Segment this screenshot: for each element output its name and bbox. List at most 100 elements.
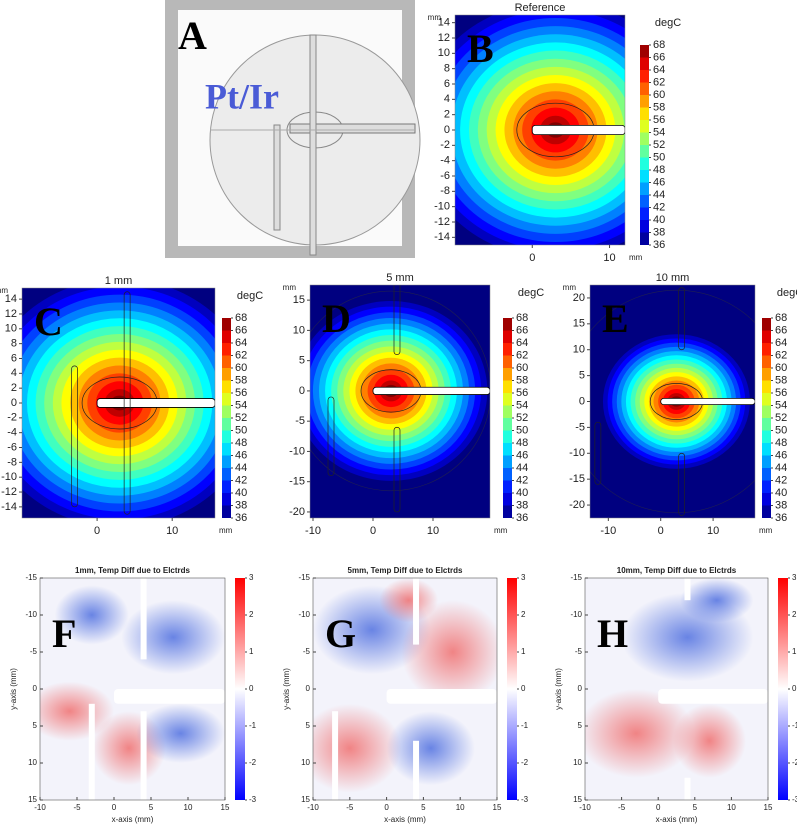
- colorbar-title: degC: [518, 287, 544, 299]
- y-unit: mm: [563, 283, 577, 292]
- contour-field: [310, 285, 490, 518]
- colorbar-segment: [640, 45, 649, 58]
- y-tick-label: 14: [438, 17, 450, 29]
- y-tick-label: 10: [573, 344, 585, 356]
- x-tick-label: 5: [149, 803, 154, 812]
- y-tick-label: 0: [299, 385, 305, 397]
- colorbar-label: 68: [775, 312, 787, 324]
- y-tick-label: -6: [7, 441, 17, 453]
- colorbar-segment: [762, 430, 771, 443]
- y-tick-label: 15: [301, 795, 310, 804]
- x-tick-label: -10: [305, 525, 321, 537]
- difference-region: [40, 681, 114, 741]
- colorbar-label: 58: [775, 374, 787, 386]
- colorbar-segment: [762, 480, 771, 493]
- panel-title: 5 mm: [386, 272, 414, 284]
- y-tick-label: -4: [7, 427, 17, 439]
- colorbar-segment: [762, 418, 771, 431]
- colorbar-title: degC: [655, 17, 681, 29]
- y-tick-label: 5: [578, 721, 583, 730]
- y-tick-label: 6: [11, 352, 17, 364]
- colorbar-label: 68: [516, 312, 528, 324]
- colorbar-label: 36: [653, 239, 665, 251]
- probe-void: [658, 689, 768, 704]
- colorbar-label: 58: [235, 374, 247, 386]
- colorbar-label: 52: [775, 412, 787, 424]
- colorbar-segment: [762, 355, 771, 368]
- difference-panel: 10mm, Temp Diff due to Elctrds x-axis (mm…: [554, 566, 797, 824]
- difference-panel: 5mm, Temp Diff due to Elctrds x-axis (mm)…: [282, 566, 529, 824]
- colorbar-label: -3: [249, 795, 257, 804]
- panel-letter: G: [325, 611, 356, 656]
- electrode-void: [413, 578, 420, 645]
- colorbar-segment: [503, 318, 512, 331]
- colorbar-label: 0: [249, 684, 254, 693]
- colorbar-label: -1: [249, 721, 257, 730]
- y-tick-label: -5: [575, 647, 583, 656]
- colorbar-segment: [640, 120, 649, 133]
- difference-region: [54, 585, 129, 645]
- colorbar-label: 1: [792, 647, 797, 656]
- y-tick-label: 0: [444, 124, 450, 136]
- colorbar-segment: [222, 493, 231, 506]
- colorbar-label: 54: [775, 399, 787, 411]
- x-tick-label: 10: [603, 252, 615, 264]
- colorbar-label: 56: [235, 387, 247, 399]
- probe: [660, 397, 755, 406]
- colorbar-segment: [762, 443, 771, 456]
- difference-field: [313, 578, 497, 800]
- y-tick-label: 12: [5, 308, 17, 320]
- y-tick-label: -10: [569, 447, 585, 459]
- panel-letter: F: [52, 611, 76, 656]
- y-tick-label: -5: [303, 647, 311, 656]
- difference-field: [585, 578, 768, 800]
- colorbar-segment: [762, 493, 771, 506]
- sphere-outline: [590, 289, 755, 514]
- y-tick-label: -15: [25, 573, 37, 582]
- electrode-void: [140, 578, 147, 660]
- panel-title: 5mm, Temp Diff due to Elctrds: [348, 566, 464, 575]
- electrode-void: [684, 777, 691, 800]
- colorbar-label: 62: [235, 349, 247, 361]
- colorbar-segment: [222, 443, 231, 456]
- contour-field: [590, 285, 755, 518]
- difference-region: [585, 689, 695, 778]
- plot-frame: [309, 284, 491, 519]
- colorbar: [778, 578, 788, 800]
- y-tick-label: 2: [444, 109, 450, 121]
- colorbar-label: -2: [792, 758, 797, 767]
- y-tick-label: 6: [444, 78, 450, 90]
- electrode: [123, 291, 131, 515]
- colorbar-label: 2: [521, 610, 526, 619]
- colorbar-segment: [762, 468, 771, 481]
- colorbar-label: 62: [653, 76, 665, 88]
- colorbar-segment: [762, 455, 771, 468]
- y-tick-label: -10: [570, 610, 582, 619]
- y-tick-label: -10: [1, 471, 17, 483]
- y-tick-label: -5: [30, 647, 38, 656]
- colorbar-label: 40: [516, 487, 528, 499]
- colorbar-title: degC: [777, 287, 797, 299]
- x-tick-label: 10: [707, 525, 719, 537]
- colorbar-label: 50: [516, 424, 528, 436]
- x-tick-label: 15: [221, 803, 230, 812]
- colorbar-segment: [222, 418, 231, 431]
- difference-field: [40, 578, 225, 800]
- colorbar-label: 68: [235, 312, 247, 324]
- difference-region: [313, 703, 402, 793]
- colorbar-label: 48: [516, 437, 528, 449]
- y-tick-label: -4: [440, 155, 450, 167]
- colorbar-label: 66: [775, 324, 787, 336]
- colorbar-segment: [640, 107, 649, 120]
- y-tick-label: 15: [28, 795, 37, 804]
- colorbar-segment: [503, 443, 512, 456]
- colorbar-label: 0: [792, 684, 797, 693]
- colorbar-label: -1: [792, 721, 797, 730]
- colorbar-segment: [503, 480, 512, 493]
- difference-panel: 1mm, Temp Diff due to Elctrds x-axis (mm)…: [9, 566, 257, 824]
- colorbar-segment: [762, 405, 771, 418]
- colorbar-label: 3: [521, 573, 526, 582]
- y-tick-label: -10: [298, 610, 310, 619]
- y-tick-label: 10: [5, 323, 17, 335]
